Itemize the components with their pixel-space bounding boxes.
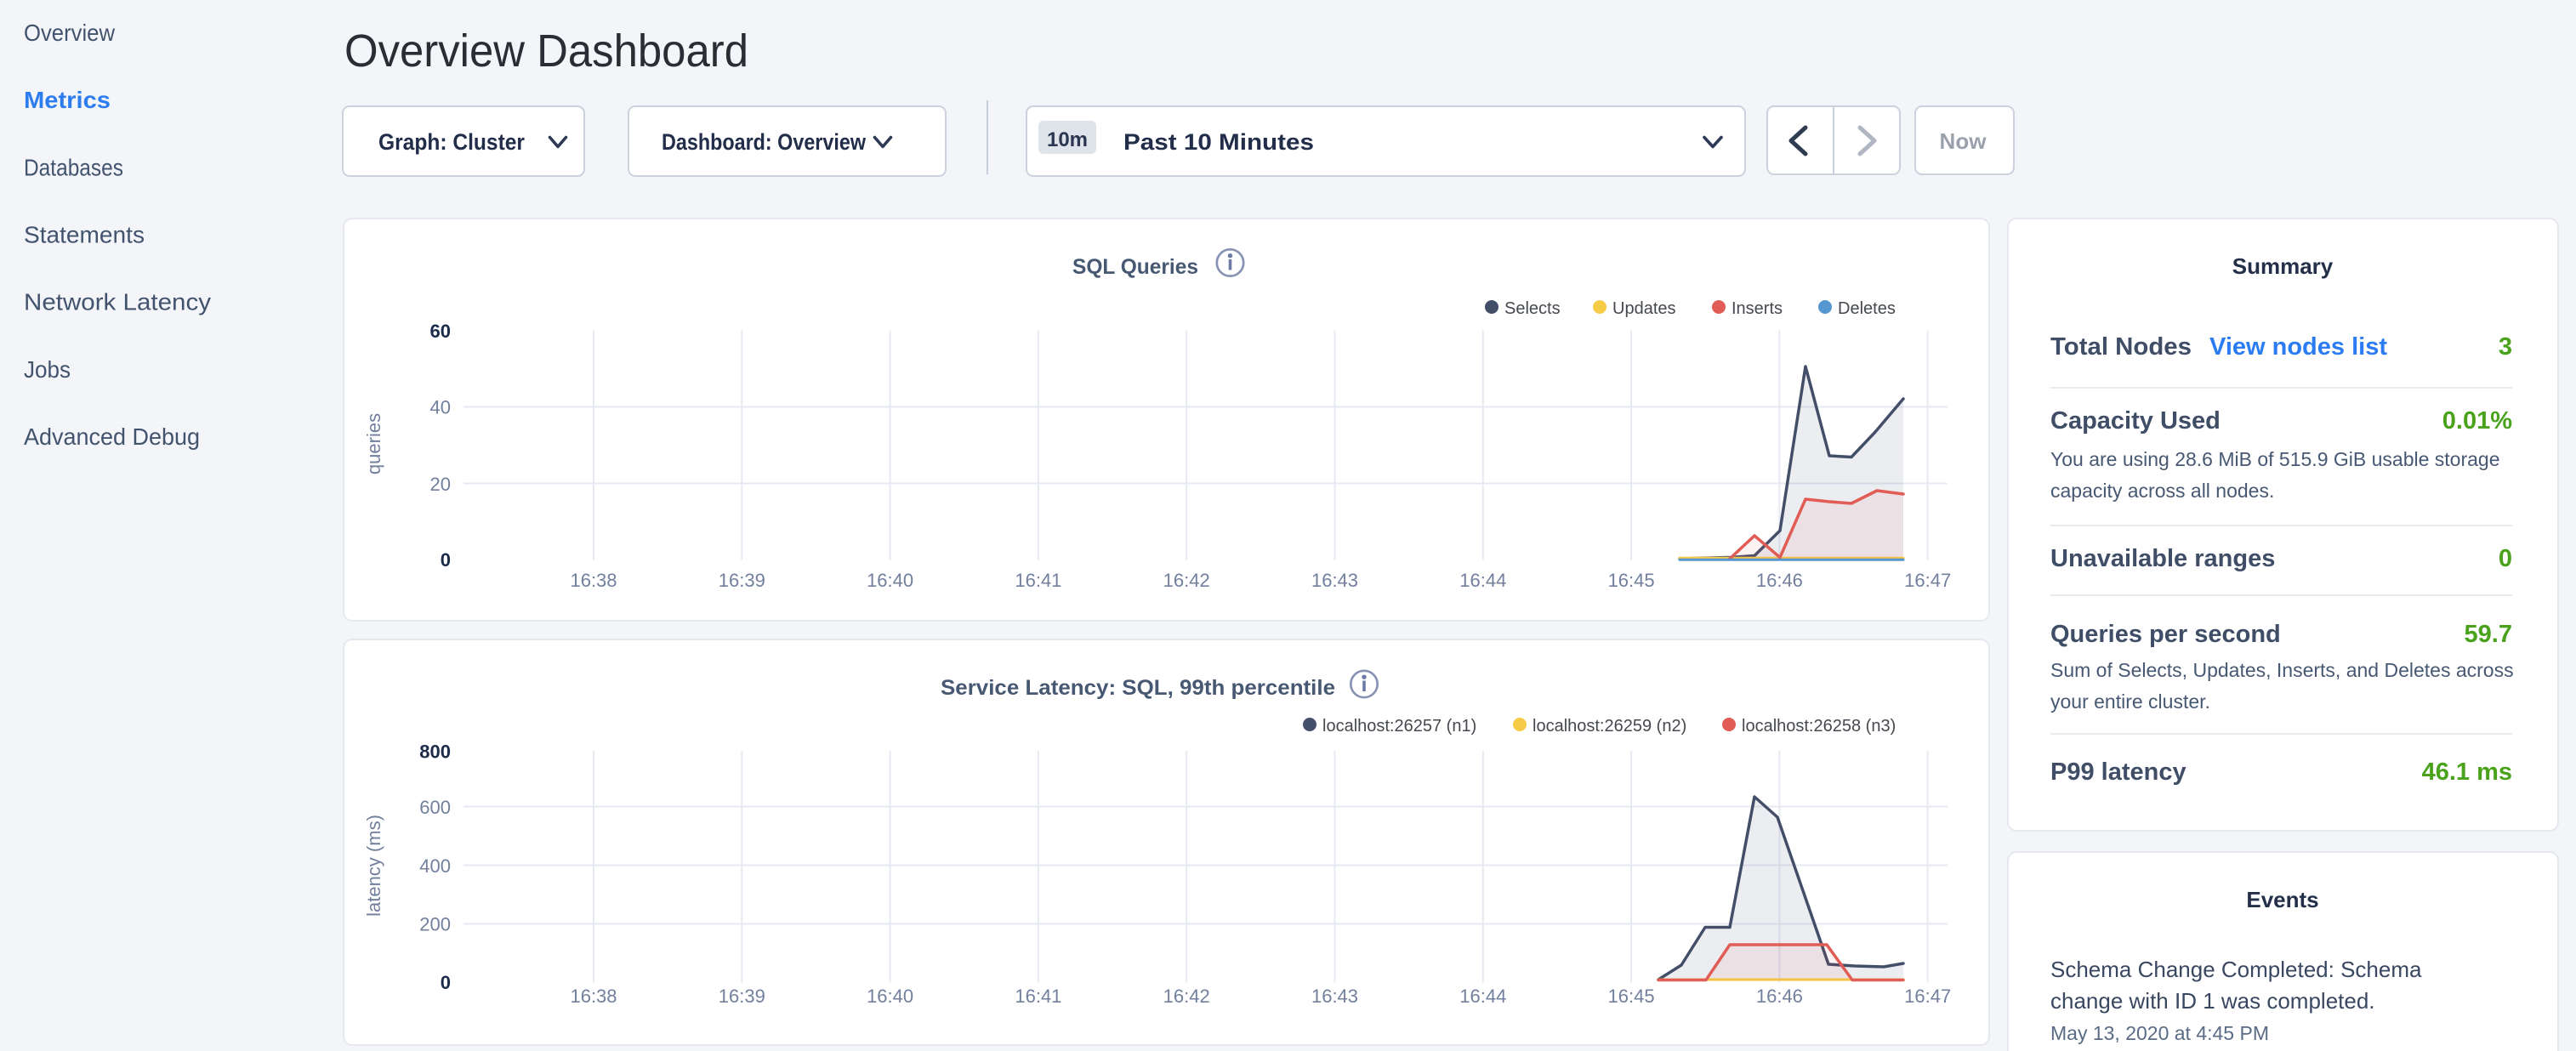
svg-text:Selects: Selects: [1504, 299, 1561, 318]
svg-text:46.1 ms: 46.1 ms: [2422, 758, 2512, 786]
svg-text:16:46: 16:46: [1756, 570, 1803, 591]
svg-text:Queries per second: Queries per second: [2050, 621, 2281, 648]
svg-text:16:41: 16:41: [1015, 986, 1061, 1007]
svg-text:16:38: 16:38: [570, 570, 617, 591]
svg-text:16:41: 16:41: [1015, 570, 1061, 591]
svg-text:16:43: 16:43: [1311, 986, 1358, 1007]
svg-text:16:38: 16:38: [570, 986, 617, 1007]
svg-text:Past 10 Minutes: Past 10 Minutes: [1123, 129, 1314, 155]
svg-text:Graph: Cluster: Graph: Cluster: [378, 129, 525, 155]
svg-text:0: 0: [2499, 545, 2512, 572]
svg-text:16:45: 16:45: [1608, 986, 1655, 1007]
svg-text:Metrics: Metrics: [24, 87, 111, 113]
svg-text:Overview: Overview: [24, 20, 116, 46]
svg-text:You are using 28.6 MiB of 515.: You are using 28.6 MiB of 515.9 GiB usab…: [2050, 448, 2500, 470]
svg-text:10m: 10m: [1047, 128, 1088, 151]
svg-text:View nodes list: View nodes list: [2209, 333, 2387, 361]
svg-text:Schema Change Completed: Schem: Schema Change Completed: Schema: [2050, 957, 2422, 982]
svg-text:SQL Queries: SQL Queries: [1072, 255, 1198, 279]
svg-text:May 13, 2020 at 4:45 PM: May 13, 2020 at 4:45 PM: [2050, 1022, 2269, 1044]
svg-text:change with ID 1 was completed: change with ID 1 was completed.: [2050, 988, 2375, 1014]
svg-text:Advanced Debug: Advanced Debug: [24, 423, 200, 450]
svg-text:capacity across all nodes.: capacity across all nodes.: [2050, 480, 2274, 502]
svg-text:localhost:26259 (n2): localhost:26259 (n2): [1533, 717, 1686, 736]
svg-text:Capacity Used: Capacity Used: [2050, 407, 2221, 435]
svg-text:200: 200: [419, 914, 451, 935]
svg-text:P99 latency: P99 latency: [2050, 758, 2186, 786]
svg-text:your entire cluster.: your entire cluster.: [2050, 690, 2210, 713]
svg-text:Overview Dashboard: Overview Dashboard: [344, 26, 748, 77]
svg-text:Network Latency: Network Latency: [24, 289, 211, 315]
svg-text:Sum of Selects, Updates, Inser: Sum of Selects, Updates, Inserts, and De…: [2050, 659, 2514, 681]
svg-text:600: 600: [419, 797, 451, 818]
svg-text:Deletes: Deletes: [1838, 299, 1896, 318]
svg-text:16:39: 16:39: [719, 986, 765, 1007]
svg-text:queries: queries: [363, 413, 384, 474]
svg-text:Inserts: Inserts: [1732, 299, 1783, 318]
svg-text:3: 3: [2499, 333, 2512, 361]
svg-text:Now: Now: [1940, 128, 1987, 154]
svg-text:20: 20: [430, 474, 451, 495]
svg-text:16:47: 16:47: [1904, 570, 1951, 591]
svg-text:Summary: Summary: [2232, 253, 2334, 279]
svg-text:60: 60: [430, 321, 451, 342]
svg-text:Dashboard: Overview: Dashboard: Overview: [662, 129, 867, 155]
svg-text:16:47: 16:47: [1904, 986, 1951, 1007]
svg-text:Service Latency: SQL, 99th per: Service Latency: SQL, 99th percentile: [941, 676, 1335, 700]
svg-text:localhost:26257 (n1): localhost:26257 (n1): [1322, 717, 1476, 736]
svg-text:16:46: 16:46: [1756, 986, 1803, 1007]
svg-text:Total Nodes: Total Nodes: [2050, 333, 2192, 361]
svg-text:0: 0: [441, 549, 451, 571]
svg-text:16:40: 16:40: [867, 986, 913, 1007]
svg-text:16:45: 16:45: [1608, 570, 1655, 591]
svg-text:Events: Events: [2246, 887, 2318, 912]
svg-text:localhost:26258 (n3): localhost:26258 (n3): [1742, 717, 1896, 736]
svg-text:Databases: Databases: [24, 154, 123, 180]
svg-text:59.7: 59.7: [2465, 621, 2512, 648]
svg-text:16:39: 16:39: [719, 570, 765, 591]
svg-text:Unavailable ranges: Unavailable ranges: [2050, 545, 2275, 572]
svg-text:16:44: 16:44: [1459, 986, 1506, 1007]
svg-text:40: 40: [430, 397, 451, 418]
svg-text:16:42: 16:42: [1163, 570, 1210, 591]
svg-text:latency (ms): latency (ms): [363, 815, 384, 917]
svg-text:16:42: 16:42: [1163, 986, 1210, 1007]
svg-text:Jobs: Jobs: [24, 356, 71, 383]
svg-text:Statements: Statements: [24, 222, 145, 248]
svg-text:16:44: 16:44: [1459, 570, 1506, 591]
svg-text:800: 800: [419, 741, 451, 763]
svg-text:400: 400: [419, 855, 451, 877]
svg-text:Updates: Updates: [1612, 299, 1676, 318]
svg-text:0: 0: [441, 972, 451, 993]
svg-text:0.01%: 0.01%: [2442, 407, 2512, 435]
svg-text:16:43: 16:43: [1311, 570, 1358, 591]
svg-text:16:40: 16:40: [867, 570, 913, 591]
